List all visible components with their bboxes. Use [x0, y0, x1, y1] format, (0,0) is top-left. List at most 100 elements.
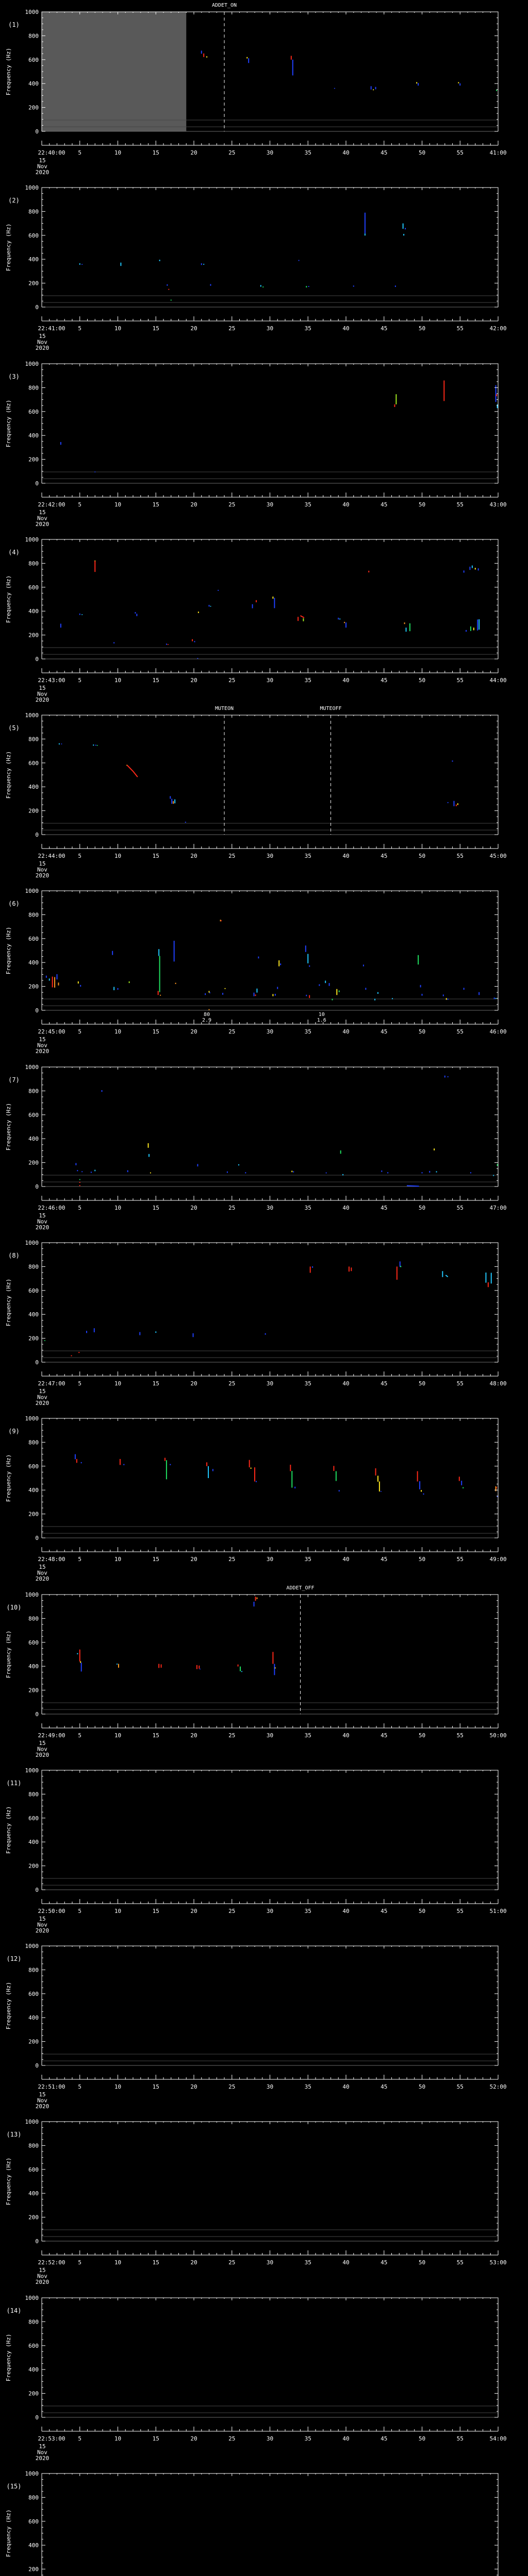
x-end-time-label: 48:00 — [489, 1380, 506, 1387]
x-end-time-label: 50:00 — [489, 1732, 506, 1739]
x-tick-label: 55 — [457, 501, 464, 508]
x-end-time-label: 47:00 — [489, 1205, 506, 1211]
panel-number: (8) — [8, 1252, 20, 1259]
detections — [44, 1261, 492, 1357]
date-line: Nov — [37, 1394, 47, 1400]
y-tick-label: 0 — [35, 832, 39, 838]
x-tick-label: 40 — [342, 677, 349, 684]
x-tick-label: 20 — [190, 1908, 197, 1914]
date-line: 15 — [39, 1212, 45, 1219]
y-tick-label: 0 — [35, 480, 39, 487]
x-axis: 22:53:00 5 10 15 20 25 30 35 40 45 50 55 54:00 — [38, 2426, 507, 2442]
spectrogram-panel-13: 0 200 400 600 800 1000 Frequency (Hz) (13) 22:52… — [0, 2110, 528, 2286]
y-tick-label: 200 — [28, 2214, 39, 2221]
x-tick-label: 20 — [190, 1380, 197, 1387]
date-line: 15 — [39, 333, 45, 340]
x-tick-label: 45 — [381, 2435, 387, 2442]
x-tick-label: 25 — [228, 2259, 235, 2266]
y-tick-label: 1000 — [25, 1591, 39, 1598]
y-tick-label: 600 — [28, 2518, 39, 2525]
y-tick-label: 0 — [35, 1887, 39, 1893]
x-tick-label: 5 — [78, 1205, 81, 1211]
x-tick-label: 15 — [153, 501, 159, 508]
y-tick-label: 1000 — [25, 1943, 39, 1950]
y-tick-label: 800 — [28, 2494, 39, 2501]
date-line: 2020 — [36, 521, 49, 528]
x-tick-label: 5 — [78, 501, 81, 508]
y-tick-label: 600 — [28, 584, 39, 591]
x-tick-label: 55 — [457, 1028, 464, 1035]
x-tick-label: 15 — [153, 1556, 159, 1563]
x-tick-label: 25 — [228, 1380, 235, 1387]
x-tick-label: 15 — [153, 1908, 159, 1914]
x-axis: 22:40:00 5 10 15 20 25 30 35 40 45 50 55 41:00 — [38, 140, 507, 156]
detections — [74, 1454, 498, 1497]
note-value: 1.6 — [317, 1018, 326, 1023]
detections — [77, 1596, 276, 1675]
x-tick-label: 5 — [78, 2083, 81, 2090]
y-tick-label: 400 — [28, 960, 39, 967]
panel-number: (2) — [8, 197, 20, 204]
reference-lines — [42, 120, 498, 132]
x-axis: 22:44:00 5 10 15 20 25 30 35 40 45 50 55 45:00 — [38, 844, 507, 859]
x-tick-label: 10 — [114, 1732, 121, 1739]
y-tick-label: 1000 — [25, 1240, 39, 1246]
annotation-notes: 802.9 101.6 — [202, 1012, 326, 1023]
x-tick-label: 55 — [457, 1205, 464, 1211]
date-line: Nov — [37, 2097, 47, 2104]
y-tick-label: 0 — [35, 1359, 39, 1366]
x-tick-label: 35 — [305, 1556, 311, 1563]
x-tick-label: 15 — [153, 325, 159, 332]
panel-background — [0, 1758, 528, 1935]
x-start-time-label: 22:43:00 — [38, 677, 65, 684]
x-tick-label: 30 — [267, 1205, 273, 1211]
y-tick-label: 400 — [28, 80, 39, 87]
x-tick-label: 30 — [267, 853, 273, 859]
y-tick-label: 200 — [28, 2566, 39, 2573]
note-value: 10 — [319, 1012, 325, 1018]
x-tick-label: 35 — [305, 1028, 311, 1035]
x-tick-label: 30 — [267, 2435, 273, 2442]
x-tick-label: 25 — [228, 1205, 235, 1211]
x-tick-label: 30 — [267, 2083, 273, 2090]
x-end-time-label: 45:00 — [489, 853, 506, 859]
y-tick-label: 1000 — [25, 184, 39, 191]
x-tick-label: 45 — [381, 325, 387, 332]
x-tick-label: 45 — [381, 853, 387, 859]
y-axis-title: Frequency (Hz) — [5, 399, 12, 447]
x-tick-label: 40 — [342, 2083, 349, 2090]
x-tick-label: 50 — [419, 1205, 425, 1211]
x-axis: 22:47:00 5 10 15 20 25 30 35 40 45 50 55 48:00 — [38, 1371, 507, 1387]
y-tick-label: 200 — [28, 280, 39, 287]
date-line: Nov — [37, 2273, 47, 2280]
x-end-time-label: 41:00 — [489, 149, 506, 156]
y-tick-label: 400 — [28, 1487, 39, 1494]
x-tick-label: 35 — [305, 853, 311, 859]
x-tick-label: 35 — [305, 501, 311, 508]
date-line: 15 — [39, 157, 45, 164]
x-tick-label: 15 — [153, 149, 159, 156]
y-tick-label: 800 — [28, 1263, 39, 1270]
x-tick-label: 50 — [419, 1732, 425, 1739]
panel-background — [0, 1230, 528, 1407]
x-tick-label: 55 — [457, 1556, 464, 1563]
x-tick-label: 50 — [419, 1380, 425, 1387]
panel-number: (3) — [8, 373, 20, 380]
detections — [60, 380, 498, 472]
y-axis-title: Frequency (Hz) — [5, 2510, 12, 2557]
x-tick-label: 45 — [381, 677, 387, 684]
x-axis: 22:48:00 5 10 15 20 25 30 35 40 45 50 55 49:00 — [38, 1547, 507, 1563]
top-axis-ticks — [41, 715, 499, 718]
x-tick-label: 50 — [419, 677, 425, 684]
x-start-time-label: 22:48:00 — [38, 1556, 65, 1563]
date-line: 2020 — [36, 1575, 49, 1582]
x-start-time-label: 22:50:00 — [38, 1908, 65, 1914]
x-end-time-label: 53:00 — [489, 2259, 506, 2266]
y-tick-label: 800 — [28, 32, 39, 39]
